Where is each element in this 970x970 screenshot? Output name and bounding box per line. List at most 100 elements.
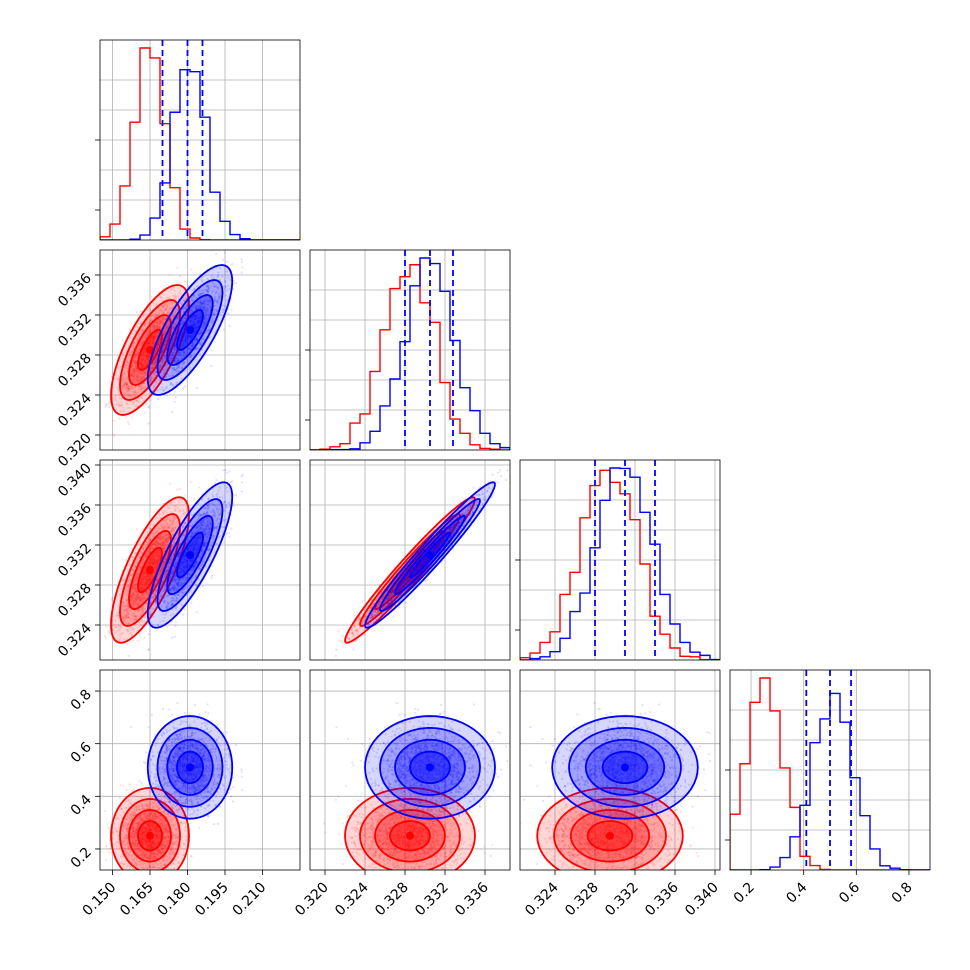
sample-point <box>132 371 135 374</box>
sample-point <box>170 307 173 310</box>
sample-point <box>164 339 168 342</box>
sample-point <box>104 637 108 640</box>
sample-point <box>135 339 138 342</box>
sample-point <box>196 318 199 321</box>
sample-point <box>152 334 156 338</box>
sample-point <box>146 334 149 337</box>
sample-point <box>157 332 160 335</box>
sample-point <box>178 292 182 295</box>
sample-point <box>140 362 143 366</box>
sample-point <box>204 315 207 319</box>
sample-point <box>167 324 170 327</box>
sample-point <box>160 310 163 313</box>
sample-point <box>161 350 164 353</box>
sample-point <box>189 335 192 338</box>
sample-point <box>164 302 167 305</box>
sample-point <box>124 351 127 354</box>
sample-point <box>152 337 155 341</box>
sample-point <box>152 340 155 343</box>
sample-point <box>137 372 140 375</box>
sample-point <box>168 482 171 485</box>
sample-point <box>136 373 140 376</box>
sample-point <box>203 307 206 311</box>
sample-point <box>130 385 134 388</box>
sample-point <box>146 353 149 357</box>
sample-point <box>130 401 133 404</box>
sample-point <box>127 422 130 426</box>
sample-point <box>136 377 139 380</box>
sample-point <box>115 399 118 402</box>
histogram-step <box>730 677 930 870</box>
sample-point <box>156 334 159 337</box>
sample-point <box>105 625 108 628</box>
sample-point <box>188 335 191 338</box>
sample-point <box>203 317 206 320</box>
histogram-step <box>100 47 300 240</box>
sample-point <box>141 363 144 366</box>
sample-point <box>130 387 133 390</box>
sample-point <box>158 327 162 330</box>
sample-point <box>136 379 139 382</box>
sample-point <box>200 304 203 307</box>
sample-point <box>125 385 129 388</box>
sample-point <box>132 386 135 389</box>
sample-point <box>158 322 161 325</box>
sample-point <box>156 343 160 346</box>
sample-point <box>130 378 134 381</box>
sample-point <box>155 327 158 330</box>
sample-point <box>164 308 168 311</box>
sample-point <box>163 333 166 336</box>
sample-point <box>135 310 138 314</box>
sample-point <box>122 384 126 387</box>
sample-point <box>173 294 177 297</box>
sample-point <box>136 379 140 383</box>
sample-point <box>206 307 209 310</box>
sample-point <box>160 364 163 367</box>
sample-point <box>118 365 121 368</box>
sample-point <box>163 327 166 331</box>
sample-point <box>120 403 123 406</box>
sample-point <box>132 401 136 404</box>
sample-point <box>134 385 138 388</box>
sample-point <box>140 363 143 366</box>
sample-point <box>215 252 218 255</box>
sample-point <box>131 416 134 419</box>
sample-point <box>150 341 153 344</box>
sample-point <box>157 343 160 347</box>
sample-point <box>174 296 178 299</box>
sample-point <box>154 313 157 316</box>
sample-point <box>168 357 172 360</box>
sample-point <box>136 399 139 402</box>
sample-point <box>149 367 153 370</box>
sample-point <box>124 381 127 385</box>
sample-point <box>177 365 181 368</box>
sample-point <box>120 379 123 382</box>
sample-point <box>127 387 130 390</box>
sample-point <box>182 351 186 354</box>
sample-point <box>193 287 196 290</box>
sample-point <box>165 326 168 329</box>
sample-point <box>166 337 169 340</box>
sample-point <box>125 377 129 380</box>
sample-point <box>127 388 130 391</box>
sample-point <box>210 320 213 323</box>
sample-point <box>161 318 165 321</box>
sample-point <box>153 316 157 319</box>
sample-point <box>137 326 140 329</box>
sample-point <box>189 324 193 327</box>
sample-point <box>127 384 130 387</box>
sample-point <box>171 353 174 357</box>
sample-point <box>141 328 145 331</box>
sample-point <box>126 383 129 386</box>
sample-point <box>135 373 138 376</box>
sample-point <box>144 360 148 363</box>
sample-point <box>148 341 152 344</box>
sample-point <box>133 374 136 377</box>
sample-point <box>150 379 153 383</box>
sample-point <box>198 295 201 298</box>
sample-point <box>125 383 129 386</box>
sample-point <box>197 321 200 324</box>
sample-point <box>126 402 129 406</box>
sample-point <box>195 285 199 288</box>
